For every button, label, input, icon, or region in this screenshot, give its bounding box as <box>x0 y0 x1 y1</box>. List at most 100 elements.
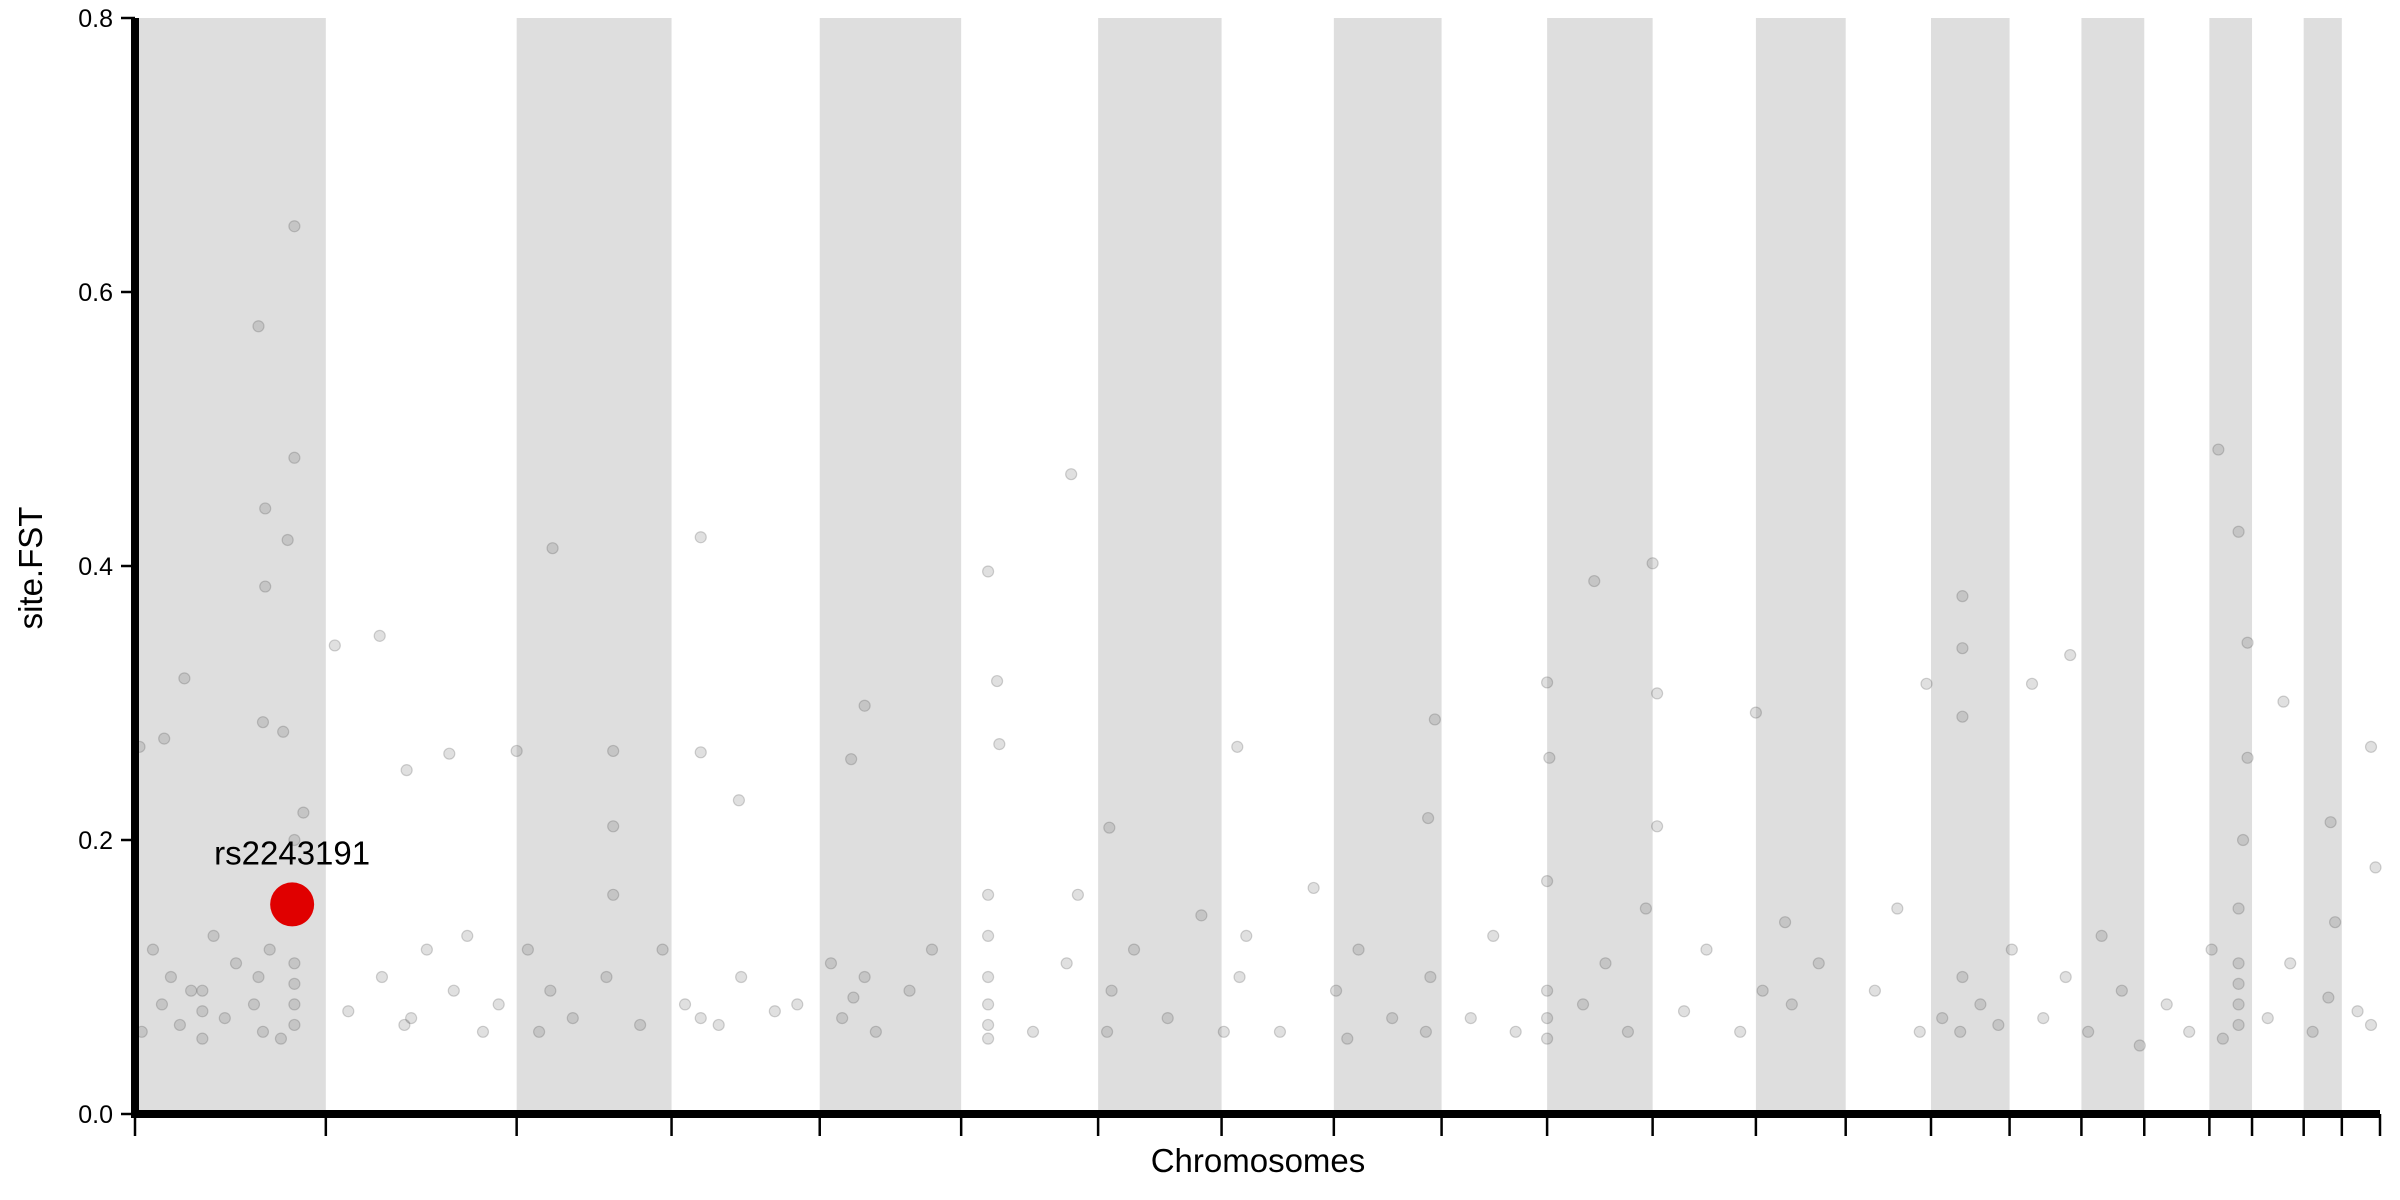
point <box>196 1032 209 1045</box>
chromosome-band <box>2303 18 2342 1114</box>
point <box>2277 695 2290 708</box>
point <box>656 943 669 956</box>
point <box>1541 874 1554 888</box>
point <box>981 565 995 578</box>
point <box>1352 943 1365 956</box>
point <box>461 929 474 943</box>
point <box>1217 1025 1230 1038</box>
point <box>164 970 178 984</box>
point <box>1105 984 1118 997</box>
point <box>1749 706 1762 719</box>
point <box>207 929 220 943</box>
point <box>1956 590 1969 603</box>
chromosome-band <box>1755 18 1846 1114</box>
point <box>2025 677 2039 690</box>
point <box>1487 929 1500 943</box>
point <box>252 320 265 333</box>
annotation-label: rs2243191 <box>214 834 370 871</box>
point <box>607 888 620 901</box>
point <box>1424 970 1437 984</box>
point <box>694 1011 707 1025</box>
point <box>2232 525 2245 538</box>
point <box>1599 957 1612 970</box>
point <box>2261 1011 2274 1025</box>
chromosome-band <box>516 18 672 1114</box>
point <box>288 977 301 990</box>
point <box>196 1005 209 1018</box>
point <box>146 943 160 956</box>
point <box>405 1011 418 1025</box>
point <box>2216 1032 2229 1045</box>
y-tick-label: 0.8 <box>78 5 113 33</box>
point <box>1756 984 1769 997</box>
y-tick-label: 0.4 <box>78 553 113 581</box>
point <box>2236 833 2250 847</box>
point <box>694 746 707 759</box>
point <box>158 732 171 745</box>
point <box>2183 1025 2196 1038</box>
point <box>1541 984 1554 997</box>
point <box>869 1025 882 1038</box>
point <box>288 957 301 970</box>
point <box>1231 740 1244 753</box>
point <box>1127 943 1141 956</box>
chromosome-band <box>2209 18 2253 1114</box>
point <box>732 794 746 807</box>
point <box>1329 984 1343 997</box>
point <box>768 1005 781 1018</box>
point <box>1812 957 1825 970</box>
point <box>981 929 995 943</box>
point <box>1868 984 1881 997</box>
point <box>259 502 272 515</box>
point <box>1954 1025 1967 1038</box>
bands <box>135 18 2342 1114</box>
point <box>532 1025 546 1038</box>
point <box>2329 916 2342 929</box>
point <box>2005 943 2018 956</box>
point <box>1992 1018 2005 1032</box>
point <box>1233 970 1246 984</box>
point <box>443 747 456 760</box>
point <box>2232 1018 2245 1032</box>
point <box>2232 957 2245 970</box>
point <box>847 991 860 1004</box>
point <box>993 737 1006 751</box>
point <box>277 725 290 738</box>
point <box>1509 1025 1522 1038</box>
point <box>1588 574 1601 588</box>
point <box>735 970 748 984</box>
point <box>1920 677 1933 690</box>
point <box>858 970 871 984</box>
point <box>1700 943 1713 956</box>
point <box>1778 916 1792 929</box>
point <box>281 533 294 547</box>
point <box>981 970 995 984</box>
point <box>791 998 804 1011</box>
point <box>1195 909 1208 922</box>
y-tick-label: 0.2 <box>78 827 113 855</box>
point <box>447 984 460 997</box>
y-tick-label: 0.6 <box>78 279 113 307</box>
point <box>2351 1005 2364 1018</box>
point <box>1071 888 1085 901</box>
point <box>1026 1025 1040 1038</box>
point <box>1060 957 1073 970</box>
point <box>256 716 270 729</box>
chromosome-band <box>135 18 326 1114</box>
point <box>2160 998 2173 1011</box>
point <box>824 957 838 970</box>
point <box>2284 957 2297 970</box>
point <box>256 1025 270 1038</box>
point <box>1639 902 1652 915</box>
point <box>373 629 386 642</box>
point <box>836 1011 849 1025</box>
point <box>1419 1025 1432 1038</box>
point <box>2241 751 2254 764</box>
point <box>1621 1025 1635 1038</box>
point <box>229 957 243 970</box>
point <box>288 220 301 233</box>
point <box>1956 710 1969 723</box>
point <box>1974 998 1987 1011</box>
point <box>342 1005 355 1018</box>
